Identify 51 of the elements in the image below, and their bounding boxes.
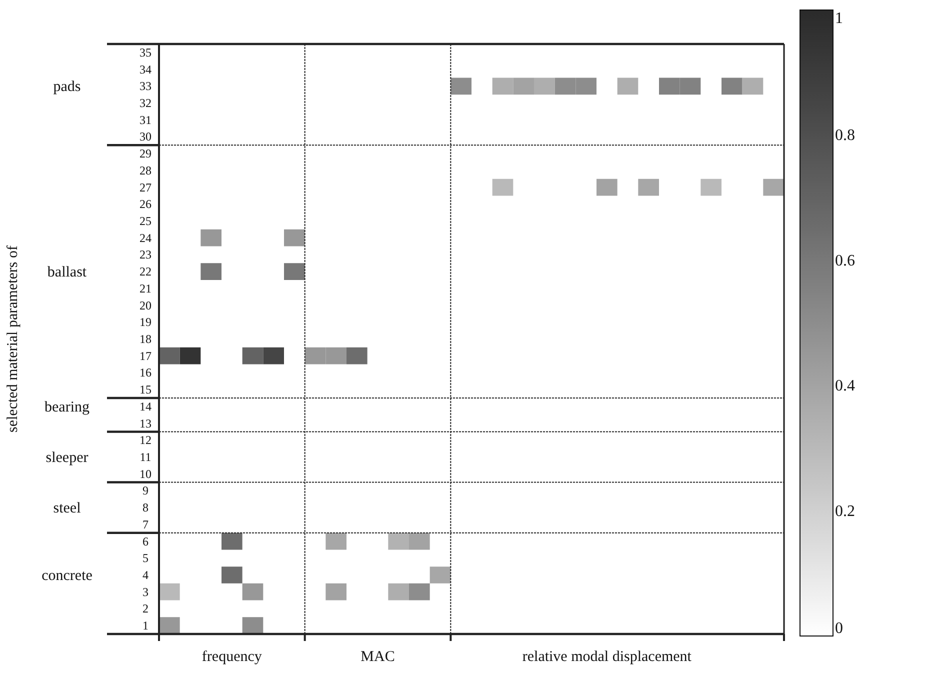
y2-tick-label: bearing: [44, 399, 90, 416]
color-bar-label: 0.2: [835, 502, 855, 520]
y-tick-label: 34: [140, 62, 152, 76]
y-tick-label: 14: [140, 399, 152, 414]
y-tick-label: 8: [142, 500, 148, 515]
y-tick-label: 16: [140, 366, 152, 380]
text: selected material parameters of: [5, 246, 21, 432]
y-tick-label: 31: [140, 112, 152, 127]
y2-tick-label: sleeper: [46, 450, 88, 466]
x-tick-label: frequency: [202, 649, 262, 665]
y-tick-label: 5: [142, 551, 148, 566]
y-tick-label: 30: [140, 130, 152, 144]
y2-tick-label: pads: [53, 79, 81, 96]
y-tick-label: 19: [140, 315, 152, 330]
y-tick-label: 2: [142, 602, 148, 616]
y-tick-label: 25: [140, 214, 152, 228]
y2-tick-label: ballast: [47, 264, 88, 281]
y-tick-label: 27: [140, 180, 152, 194]
y-tick-label: 28: [140, 163, 152, 178]
y-tick-label: 26: [140, 197, 152, 212]
color-bar-label: 0: [835, 620, 843, 637]
color-bar-label: 1: [835, 10, 843, 27]
y-tick-label: 32: [140, 96, 152, 110]
color-bar-label: 0.4: [835, 378, 855, 395]
y-tick-label: 24: [140, 230, 152, 245]
y-tick-label: 4: [142, 568, 148, 582]
color-bar-label: 0.8: [835, 127, 855, 144]
y-tick-label: 17: [140, 348, 152, 363]
y-tick-label: 7: [142, 517, 148, 532]
y-tick-label: 22: [140, 264, 152, 279]
y-tick-label: 11: [140, 450, 152, 464]
color-bar-label: 0.6: [835, 252, 855, 270]
y-tick-label: 1: [142, 618, 148, 633]
x-tick-label: MAC: [360, 649, 395, 665]
y-tick-label: 13: [140, 416, 152, 430]
y-tick-label: 3: [142, 584, 148, 599]
y-tick-label: 33: [140, 79, 152, 94]
y-tick-label: 29: [140, 146, 152, 161]
x-tick-label: relative modal displacement: [522, 649, 692, 665]
y-tick-label: 20: [140, 298, 152, 312]
y-tick-label: 18: [140, 332, 152, 346]
y-tick-label: 15: [140, 382, 152, 397]
y2-tick-label: steel: [53, 500, 81, 517]
y-tick-label: 35: [140, 45, 152, 60]
y-tick-label: 12: [140, 433, 152, 448]
y2-tick-label: concrete: [42, 568, 93, 584]
y-tick-label: 10: [140, 466, 152, 481]
y-tick-label: 6: [142, 534, 148, 548]
y-tick-label: 21: [140, 281, 152, 296]
y-tick-label: 9: [142, 484, 148, 498]
y-tick-label: 23: [140, 248, 152, 262]
